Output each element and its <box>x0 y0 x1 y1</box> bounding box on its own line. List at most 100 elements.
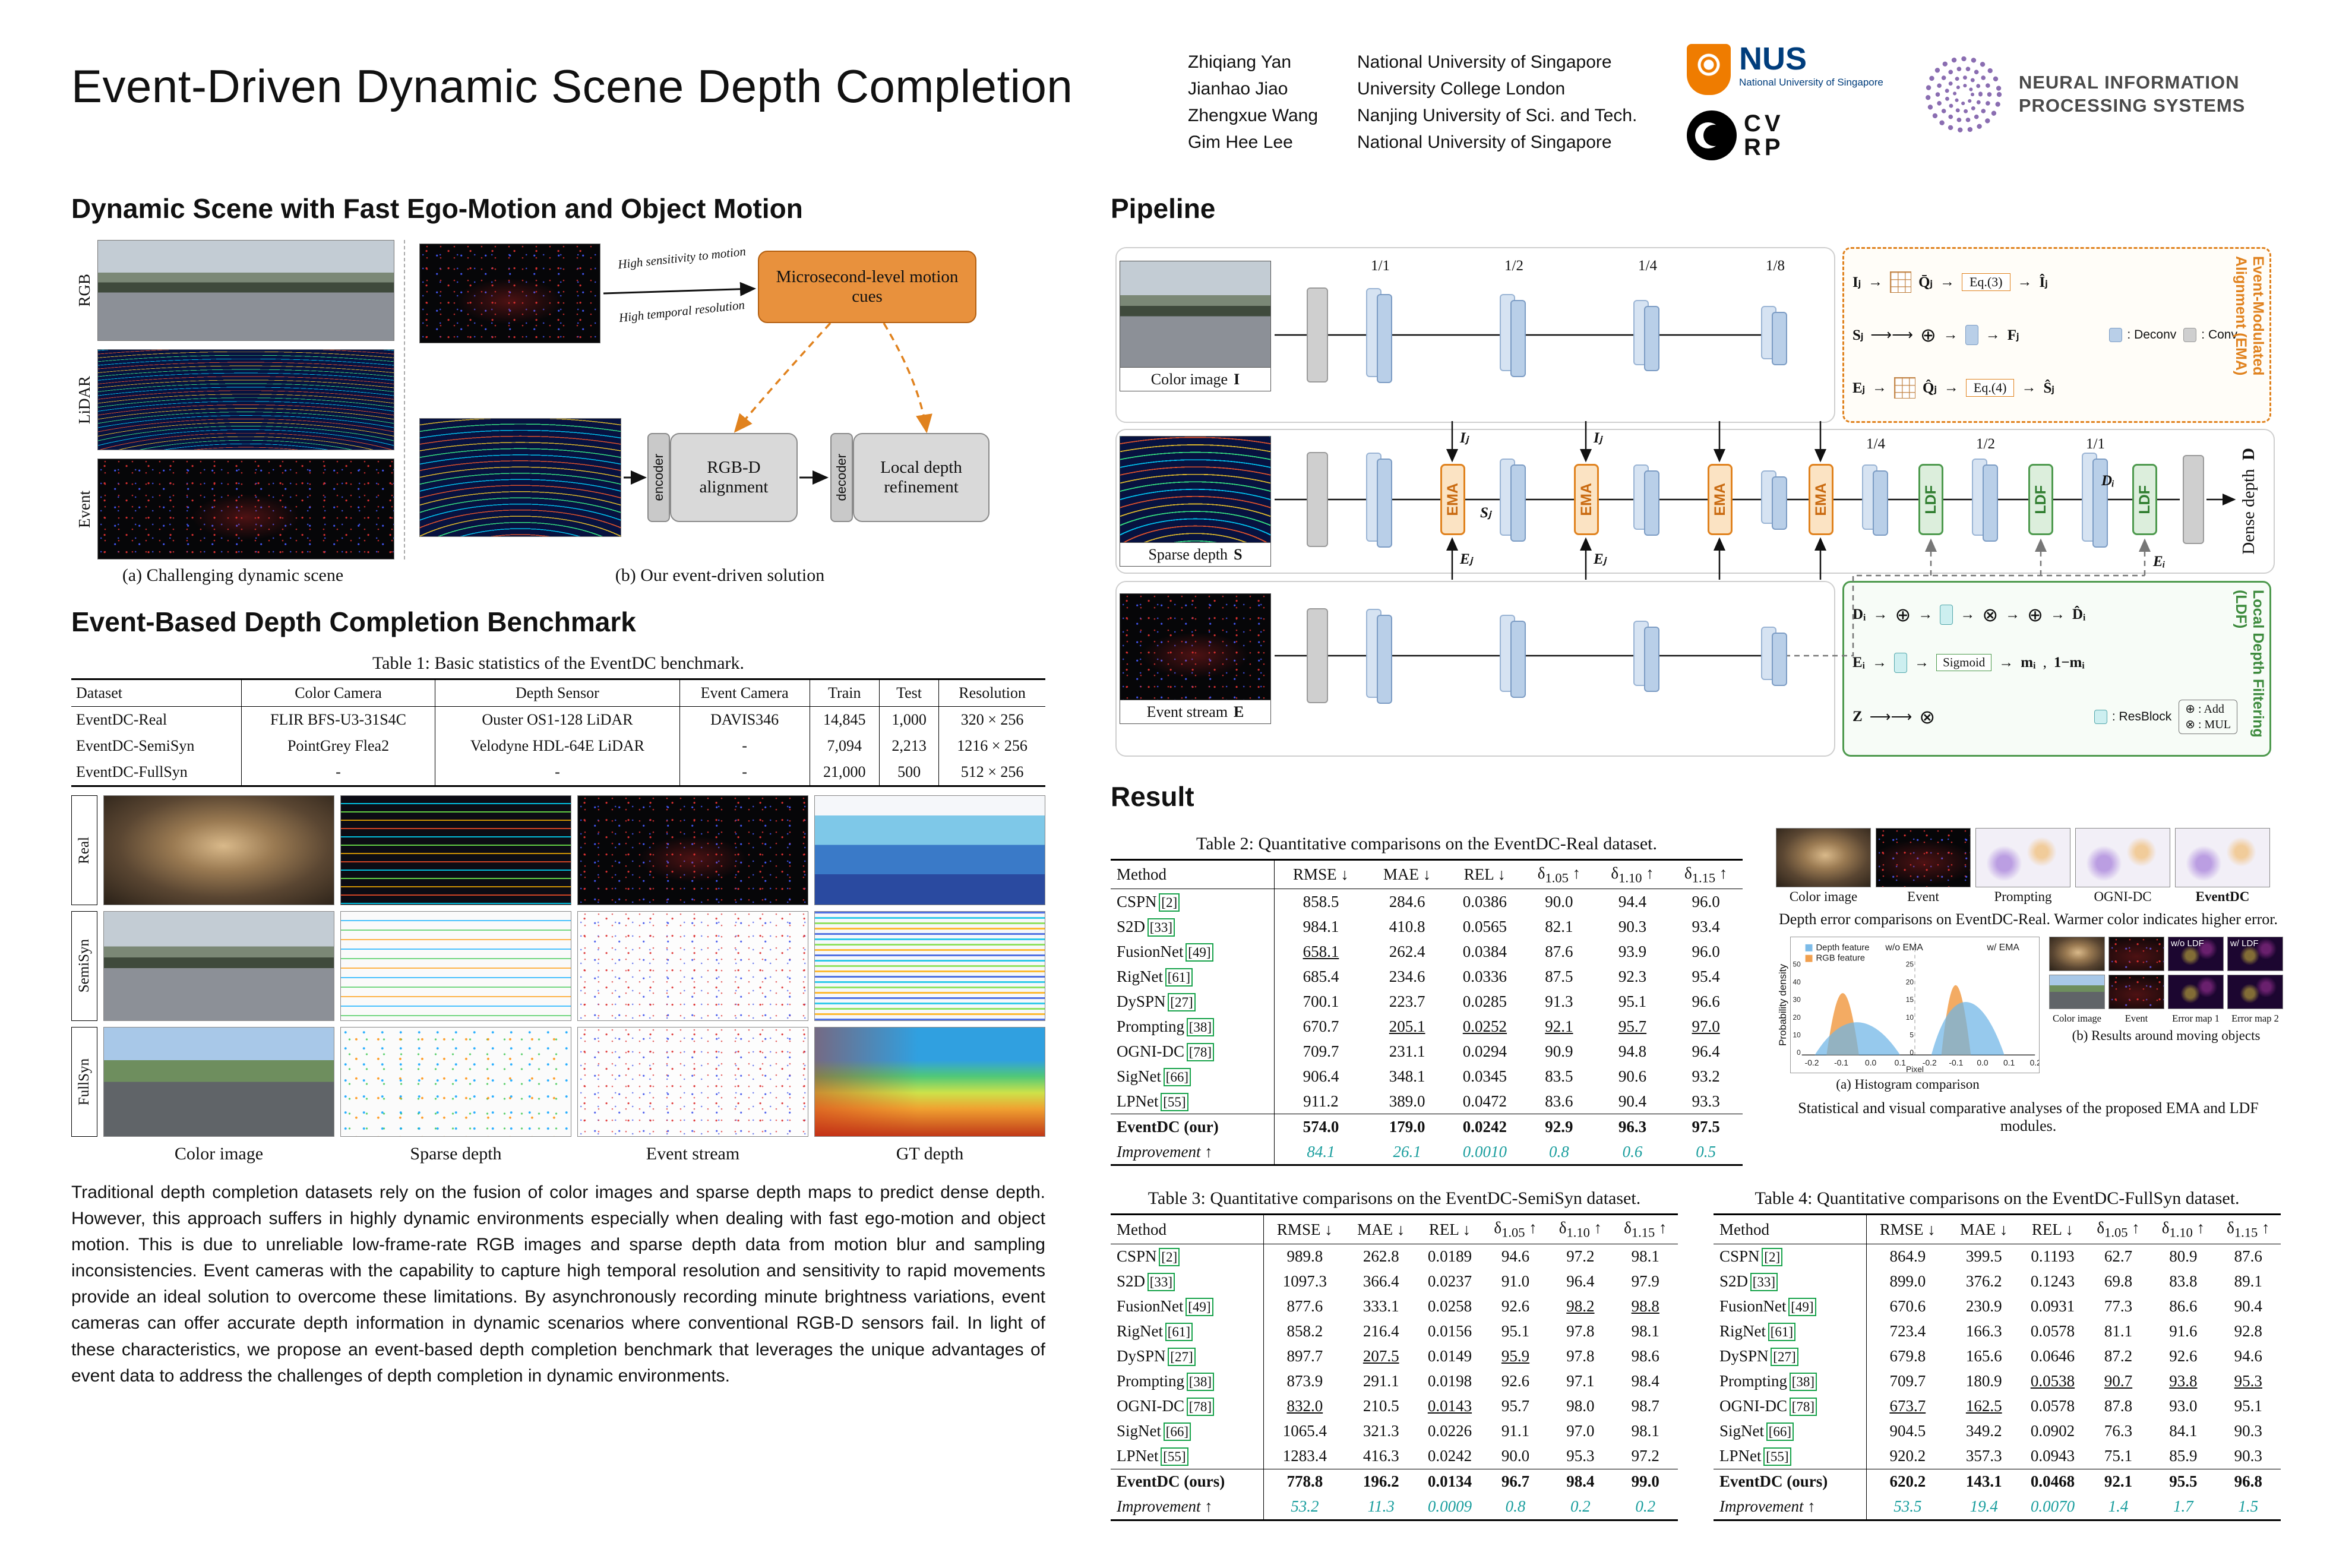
table3-caption: Table 3: Quantitative comparisons on the… <box>1147 1188 1641 1209</box>
cvrp-eye-icon <box>1687 110 1737 160</box>
method-header: Method <box>1714 1213 1867 1244</box>
feature-label-sj: Sⱼ <box>1480 505 1491 521</box>
method-name: LPNet [55] <box>1111 1443 1264 1469</box>
svg-text:0: 0 <box>1797 1048 1801 1057</box>
ema-o1: Îⱼ <box>2039 274 2048 290</box>
caption-b: (b) Our event-driven solution <box>615 565 825 585</box>
ema-module-1: EMA <box>1440 464 1465 535</box>
author-name: Zhiqiang Yan <box>1188 52 1292 72</box>
method-name: RigNet [61] <box>1714 1319 1867 1344</box>
author-name: Gim Hee Lee <box>1188 132 1293 152</box>
fullsyn-event-image <box>577 1027 808 1137</box>
citation-ref: [2] <box>1762 1248 1783 1267</box>
grid-col-label: GT depth <box>896 1144 964 1164</box>
tile-label: Event <box>2125 1013 2148 1024</box>
method-name: S2D [33] <box>1714 1269 1867 1294</box>
author-list: Zhiqiang Yan National University of Singa… <box>1188 49 1687 156</box>
metric-header: REL ↓ <box>1417 1213 1483 1244</box>
sigmoid-box: Sigmoid <box>1936 654 1992 672</box>
strip-caption: Depth error comparisons on EventDC-Real.… <box>1779 911 2278 928</box>
benchmark-grid: Real SemiSyn FullSyn Color image Sparse dept… <box>71 795 1045 1164</box>
semisyn-color-image <box>103 911 334 1021</box>
svg-text:-0.2: -0.2 <box>1923 1058 1937 1067</box>
hist-ylabel: Probability density <box>1777 964 1788 1046</box>
page-title: Event-Driven Dynamic Scene Depth Complet… <box>71 60 1073 112</box>
table-row: SigNet [66] 904.5 349.2 0.0902 76.3 84.1 90.3 <box>1714 1418 2281 1444</box>
ldf-add2-icon: ⊕ <box>2027 603 2043 625</box>
ldf-module-1: LDF <box>1918 464 1943 535</box>
figure-a: RGB LiDAR Event <box>71 240 394 559</box>
encoder-scale-label: 1/1 <box>1371 258 1390 274</box>
table-row: SigNet [66] 906.4 348.1 0.0345 83.5 90.6 93.2 <box>1111 1064 1743 1089</box>
ema-eq1: Eq.(3) <box>1961 273 2010 291</box>
input-conv-block-2 <box>1307 608 1328 703</box>
svg-text:50: 50 <box>1793 960 1801 969</box>
citation-ref: [49] <box>1186 1298 1213 1317</box>
semisyn-sparse-image <box>340 911 571 1021</box>
decoder-scale-label: 1/4 <box>1866 436 1885 452</box>
table-row: FusionNet [49] 658.1 262.4 0.0384 87.6 93.9 96… <box>1111 939 1743 965</box>
svg-text:0.1: 0.1 <box>2003 1058 2015 1067</box>
table1-header: Dataset <box>71 679 242 707</box>
author-name: Zhengxue Wang <box>1188 106 1319 125</box>
event-enc-block <box>1644 627 1659 692</box>
moving-object-tile <box>2108 975 2164 1009</box>
lidar-row-label: LiDAR <box>75 375 93 424</box>
ldf-m2: 1−mᵢ <box>2053 654 2085 671</box>
svg-text:0: 0 <box>1910 1048 1914 1057</box>
metric-header: δ1.15 ↑ <box>1613 1213 1678 1244</box>
table-row: EventDC-Real FLIR BFS-U3-31S4C Ouster OS1-… <box>71 706 1045 733</box>
method-name: EventDC (our) <box>1111 1114 1275 1140</box>
svg-text:Depth feature: Depth feature <box>1816 943 1869 953</box>
real-color-image <box>103 795 334 905</box>
svg-text:30: 30 <box>1793 995 1801 1004</box>
figure-b-arrows <box>603 282 932 485</box>
method-name: EventDC (ours) <box>1714 1468 1867 1494</box>
table2-block: Table 2: Quantitative comparisons on the… <box>1111 828 1743 1166</box>
table-row: LPNet [55] 911.2 389.0 0.0472 83.6 90.4 93.3 <box>1111 1089 1743 1114</box>
decoder-scale-label: 1/2 <box>1976 436 1995 452</box>
nus-subtitle: National University of Singapore <box>1739 77 1883 88</box>
comparison-thumb-image <box>2175 828 2270 887</box>
decoder-scale-label: 1/1 <box>2086 436 2105 452</box>
section-heading-dynamic-scene: Dynamic Scene with Fast Ego-Motion and O… <box>71 193 803 224</box>
table-row: EventDC-FullSyn - - -21,000 500 512 × 256 <box>71 759 1045 786</box>
table-row: LPNet [55] 1283.4 416.3 0.0242 90.0 95.3 97.2 <box>1111 1443 1678 1469</box>
citation-ref: [61] <box>1768 1323 1796 1342</box>
stat-caption: Statistical and visual comparative analy… <box>1798 1099 2259 1134</box>
svg-text:5: 5 <box>1910 1031 1914 1039</box>
event-row-label: Event <box>75 490 93 528</box>
error-comparison-strip: Color image Event Prompting OGNI-DC EventDC <box>1776 828 2281 905</box>
right-column: Pipeline <box>1111 184 2283 1521</box>
author-row: Zhengxue Wang Nanjing University of Sci. … <box>1188 102 1687 129</box>
overlay-label: w/ LDF <box>2230 938 2259 949</box>
encoder-band-event <box>1115 581 1835 757</box>
metric-header: RMSE ↓ <box>1263 1213 1346 1244</box>
comparison-thumb: EventDC <box>2175 828 2270 905</box>
neurips-swirl-icon <box>1925 56 2002 133</box>
method-name: Improvement ↑ <box>1111 1494 1264 1521</box>
svg-text:-0.1: -0.1 <box>1949 1058 1963 1067</box>
comparison-thumb: Prompting <box>1975 828 2070 905</box>
method-name: RigNet [61] <box>1111 1319 1264 1344</box>
ema-module-2: EMA <box>1574 464 1599 535</box>
comparison-thumb-image <box>1975 828 2070 887</box>
author-row: Jianhao Jiao University College London <box>1188 75 1687 102</box>
citation-ref: [27] <box>1771 1348 1798 1367</box>
table-row: EventDC-SemiSyn PointGrey Flea2 Velodyne H… <box>71 733 1045 759</box>
metric-header: RMSE ↓ <box>1866 1213 1949 1244</box>
figure-divider <box>404 240 405 559</box>
citation-ref: [27] <box>1168 992 1196 1011</box>
neurips-logo: NEURAL INFORMATION PROCESSING SYSTEMS <box>1919 50 2245 139</box>
comparison-thumb-label: Prompting <box>1994 889 2052 904</box>
input-conv-block-1 <box>1307 452 1328 547</box>
citation-ref: [33] <box>1147 1273 1175 1292</box>
table-row: CSPN [2] 858.5 284.6 0.0386 90.0 94.4 96.0 <box>1111 889 1743 915</box>
real-gt-image <box>814 795 1045 905</box>
method-name: OGNI-DC [78] <box>1111 1039 1275 1064</box>
encoder-tab: encoder <box>647 433 670 522</box>
ema-module-3: EMA <box>1708 464 1733 535</box>
grid-row-label: SemiSyn <box>71 911 97 1021</box>
sparse-depth-thumb <box>1120 437 1270 542</box>
